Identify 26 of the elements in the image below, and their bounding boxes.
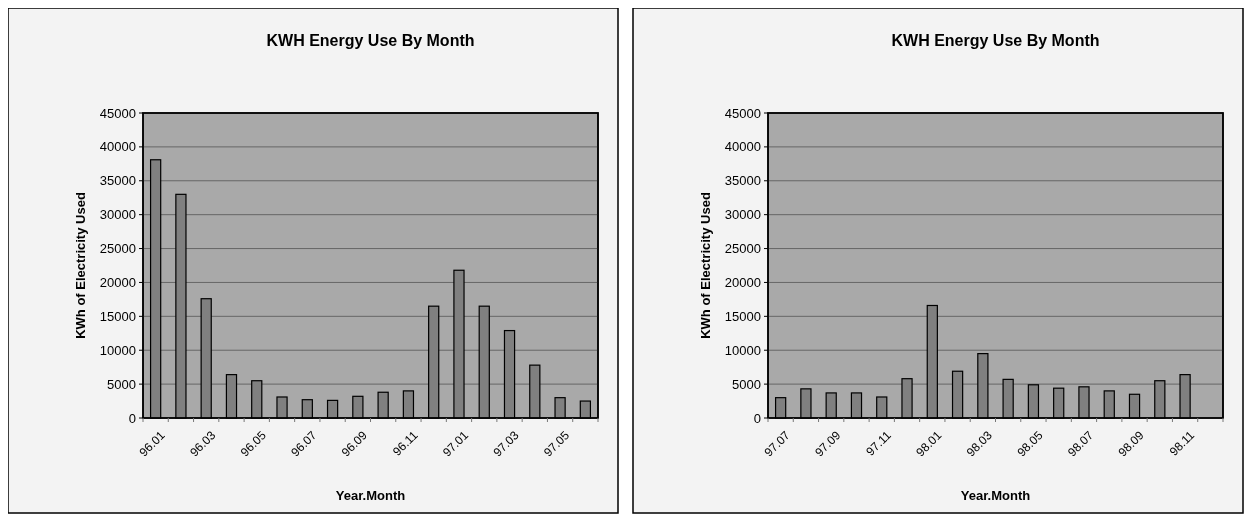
chart-title: KWH Energy Use By Month <box>891 32 1100 49</box>
y-tick-label: 40000 <box>724 139 761 155</box>
y-tick-label: 45000 <box>724 105 761 121</box>
y-tick-label: 45000 <box>99 105 136 121</box>
y-tick-label: 10000 <box>99 342 136 358</box>
y-tick-label: 5000 <box>732 376 761 392</box>
y-tick-label: 30000 <box>724 207 761 223</box>
y-tick-label: 35000 <box>99 173 136 189</box>
y-axis-title: KWh of Electricity Used <box>698 192 713 339</box>
y-tick-label: 10000 <box>724 342 761 358</box>
x-axis-title: Year.Month <box>335 488 406 503</box>
y-tick-label: 35000 <box>724 173 761 189</box>
y-tick-label: 20000 <box>99 274 136 290</box>
y-tick-label: 0 <box>128 410 136 426</box>
y-tick-label: 20000 <box>724 274 761 290</box>
y-tick-label: 5000 <box>107 376 136 392</box>
y-tick-label: 25000 <box>724 241 761 257</box>
y-tick-label: 25000 <box>99 241 136 257</box>
x-axis-title: Year.Month <box>960 488 1031 503</box>
y-tick-label: 15000 <box>99 308 136 324</box>
y-tick-label: 40000 <box>99 139 136 155</box>
y-tick-label: 0 <box>753 410 761 426</box>
chart-title: KWH Energy Use By Month <box>266 32 475 49</box>
y-tick-label: 30000 <box>99 207 136 223</box>
y-tick-label: 15000 <box>724 308 761 324</box>
y-axis-title: KWh of Electricity Used <box>73 192 88 339</box>
